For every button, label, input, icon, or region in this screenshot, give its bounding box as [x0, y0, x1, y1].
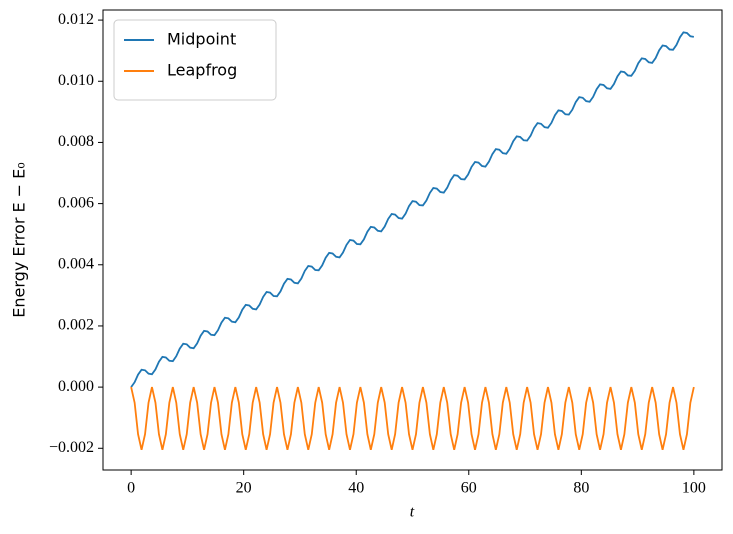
y-tick-label: 0.000	[58, 378, 94, 395]
legend-label: Leapfrog	[167, 61, 237, 80]
series-line	[130, 386, 695, 451]
x-tick-label: 80	[573, 480, 589, 497]
y-tick-label: 0.008	[58, 133, 94, 150]
y-tick-label: 0.006	[58, 194, 94, 211]
x-tick-label: 60	[461, 480, 477, 497]
legend-box	[113, 19, 277, 101]
x-tick-label: 100	[682, 480, 706, 497]
x-tick-label: 40	[348, 480, 364, 497]
y-tick-label: 0.010	[58, 72, 94, 89]
x-tick-label: 0	[127, 480, 135, 497]
y-tick-label: −0.002	[49, 439, 94, 456]
y-axis-label: Energy Error E − E₀	[10, 162, 29, 317]
series-line	[130, 31, 695, 388]
plot-frame	[102, 9, 723, 471]
y-tick-label: 0.012	[58, 11, 94, 28]
x-tick-label: 20	[236, 480, 252, 497]
y-tick-label: 0.002	[58, 317, 94, 334]
y-tick-label: 0.004	[58, 255, 94, 272]
x-axis-label: t	[410, 504, 415, 521]
legend-label: Midpoint	[167, 30, 236, 49]
